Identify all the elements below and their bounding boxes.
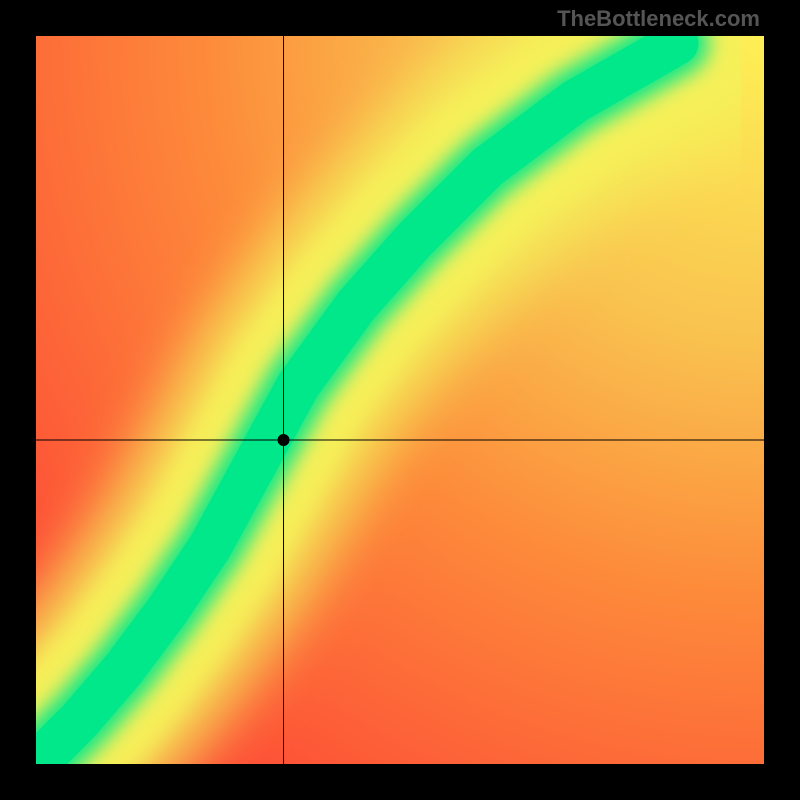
- crosshair-marker: [278, 434, 290, 446]
- heatmap-chart: [36, 36, 764, 764]
- chart-svg: [36, 36, 764, 764]
- watermark-text: TheBottleneck.com: [557, 6, 760, 32]
